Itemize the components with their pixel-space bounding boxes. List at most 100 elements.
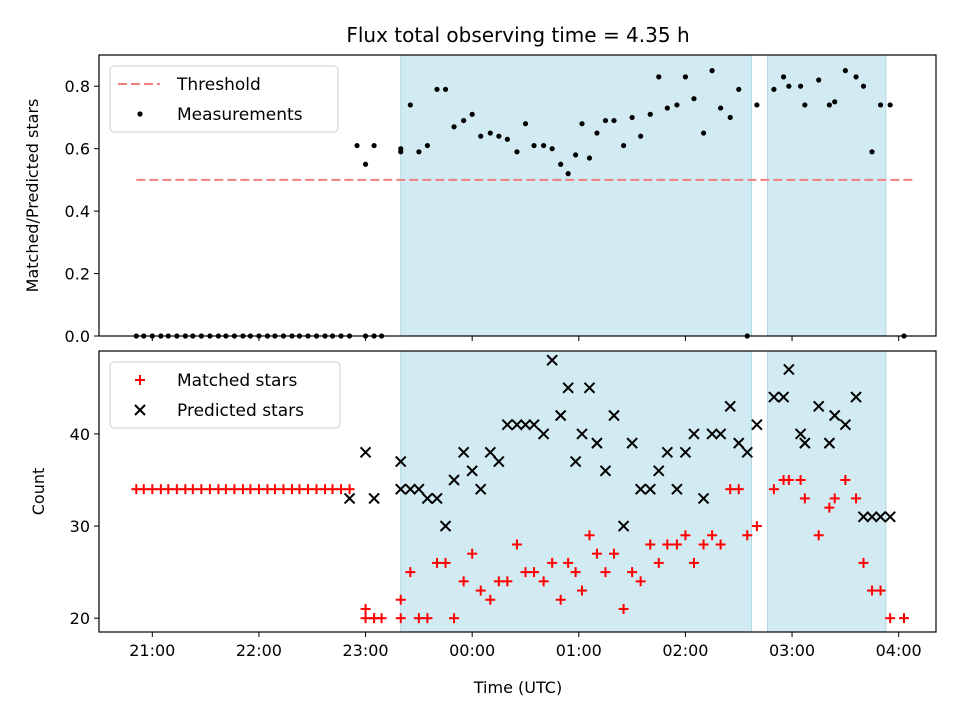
- y-tick-label: 0.4: [65, 202, 90, 221]
- predicted-star-point: [823, 437, 836, 449]
- matched-star-point: [867, 585, 878, 596]
- measurement-point: [853, 74, 859, 80]
- matched-star-point: [360, 603, 371, 614]
- predicted-star-point: [688, 428, 700, 440]
- x-stroke-b: [395, 455, 407, 468]
- predicted-star-point: [850, 391, 862, 403]
- x-stroke-b: [783, 363, 795, 376]
- x-stroke-b: [608, 409, 620, 422]
- predicted-star-point: [528, 418, 540, 431]
- matched-star-point: [751, 521, 762, 532]
- matched-star-point: [422, 613, 433, 624]
- predicted-star-point: [439, 520, 452, 532]
- matched-star-point: [799, 493, 810, 504]
- matched-star-point: [570, 567, 581, 578]
- x-stroke-b: [359, 446, 372, 459]
- predicted-star-point: [359, 446, 372, 459]
- matched-star-point: [680, 530, 691, 541]
- x-stroke-b: [884, 511, 896, 523]
- matched-star-point: [653, 557, 664, 568]
- predicted-star-point: [519, 418, 532, 431]
- predicted-star-point: [457, 446, 470, 459]
- predicted-star-point: [448, 474, 460, 486]
- predicted-star-point: [569, 455, 582, 468]
- matched-star-point: [627, 567, 638, 578]
- matched-star-point: [858, 557, 869, 568]
- x-tick-label: 02:00: [662, 641, 708, 660]
- x-stroke-b: [431, 492, 443, 505]
- measurement-point: [354, 142, 360, 149]
- x-stroke-b: [493, 455, 505, 468]
- measurement-point: [682, 74, 689, 80]
- x-stroke-b: [404, 483, 417, 495]
- measurement-point: [826, 102, 832, 108]
- predicted-star-point: [466, 465, 478, 477]
- x-stroke-b: [751, 418, 763, 431]
- predicted-star-point: [343, 492, 356, 505]
- x-stroke-b: [741, 446, 753, 459]
- matched-star-point: [600, 567, 611, 578]
- predicted-star-point: [714, 428, 727, 440]
- x-stroke-b: [554, 409, 567, 422]
- predicted-star-point: [404, 483, 417, 495]
- matched-star-point: [278, 484, 289, 495]
- measurement-point: [700, 130, 707, 136]
- legend: Threshold Measurements: [109, 65, 339, 133]
- y-tick-label: 40: [70, 425, 90, 444]
- measurement-point: [451, 124, 457, 130]
- matched-star-point: [405, 567, 416, 578]
- matched-star-point: [520, 567, 531, 578]
- x-stroke-b: [857, 511, 870, 523]
- matched-star-point: [899, 613, 910, 624]
- measurement-point: [656, 74, 662, 80]
- x-stroke-b: [368, 492, 380, 505]
- measurement-point: [362, 161, 369, 167]
- measurement-point: [797, 83, 804, 89]
- x-tick-label: 21:00: [129, 641, 175, 660]
- measurement-point: [398, 146, 404, 152]
- x-stroke-b: [828, 409, 841, 422]
- predicted-star-point: [741, 446, 753, 459]
- measurement-point: [549, 146, 555, 152]
- x-stroke-b: [799, 437, 811, 449]
- measurement-point: [718, 105, 724, 111]
- shaded-interval-1: [767, 54, 887, 337]
- matched-star-point: [618, 603, 629, 614]
- matched-star-point: [824, 502, 835, 513]
- predicted-star-point: [679, 446, 692, 459]
- predicted-star-point: [839, 418, 852, 431]
- measurement-point: [461, 117, 467, 124]
- x-stroke-b: [583, 382, 596, 394]
- axes-frame: [98, 350, 937, 633]
- legend-x-b: [134, 404, 146, 416]
- x-tick-label: 00:00: [449, 641, 495, 660]
- panel-count: 21:00 22:00 23:00 00:00 01:00 02:00 03:00 04:00…: [29, 350, 937, 660]
- y-tick-label: 0.0: [65, 327, 90, 346]
- x-stroke-b: [466, 465, 478, 477]
- matched-star-point: [840, 474, 851, 485]
- matched-star-point: [563, 557, 574, 568]
- matched-star-point: [344, 484, 355, 495]
- x-stroke-b: [850, 391, 862, 403]
- measurement-point: [754, 102, 760, 108]
- predicted-star-point: [554, 409, 567, 422]
- x-stroke-b: [688, 428, 700, 440]
- measurement-point: [541, 142, 547, 149]
- x-stroke-b: [413, 483, 425, 495]
- matched-star-point: [698, 539, 709, 550]
- legend-measurement-swatch: [137, 111, 143, 117]
- measurement-point: [424, 142, 431, 149]
- predicted-star-point: [697, 492, 710, 505]
- measurement-point: [531, 142, 537, 149]
- matched-star-point: [458, 576, 469, 587]
- predicted-star-point: [501, 418, 514, 431]
- x-stroke-b: [697, 492, 710, 505]
- matched-star-point: [229, 484, 240, 495]
- predicted-star-point: [866, 511, 878, 523]
- predicted-star-point: [671, 483, 683, 495]
- predicted-star-point: [493, 455, 505, 468]
- measurement-point: [407, 102, 413, 108]
- x-stroke-b: [823, 437, 836, 449]
- predicted-star-point: [857, 511, 870, 523]
- measurement-point: [611, 117, 617, 124]
